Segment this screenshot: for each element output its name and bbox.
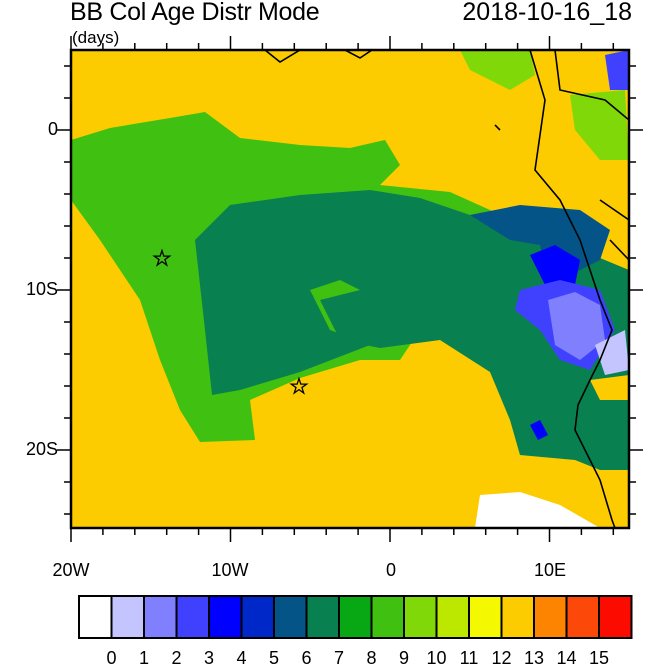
- colorbar-box: [305, 595, 340, 639]
- region-age-4-patch: [530, 420, 548, 440]
- lon-label-10e: 10E: [533, 560, 567, 580]
- colorbar-box: [273, 595, 308, 639]
- lon-label-0: 0: [385, 560, 396, 580]
- colorbar-box: [240, 595, 275, 639]
- colorbar-box: [533, 595, 568, 639]
- region-age-2: [548, 292, 605, 360]
- colorbar-box: [208, 595, 243, 639]
- colorbar-label: 5: [268, 648, 279, 668]
- map-frame: [69, 48, 631, 530]
- colorbar-label: 12: [491, 648, 512, 668]
- colorbar-box: [338, 595, 373, 639]
- units-label: (days): [72, 28, 120, 47]
- colorbar-box: [370, 595, 405, 639]
- colorbar-label: 6: [301, 648, 312, 668]
- colorbar: [78, 595, 633, 639]
- colorbar-label: 4: [236, 648, 247, 668]
- colorbar-label: 13: [523, 648, 545, 668]
- colorbar-box: [565, 595, 600, 639]
- region-age-7: [195, 190, 629, 470]
- colorbar-box: [435, 595, 470, 639]
- colorbar-box: [78, 595, 113, 639]
- colorbar-label: 3: [203, 648, 214, 668]
- lat-label-0: 0: [47, 119, 58, 139]
- region-age-1: [595, 330, 629, 375]
- colorbar-label: 7: [333, 648, 344, 668]
- colorbar-label: 10: [426, 648, 447, 668]
- colorbar-label: 2: [171, 648, 182, 668]
- colorbar-label: 0: [106, 648, 117, 668]
- colorbar-box: [403, 595, 438, 639]
- colorbar-box: [468, 595, 503, 639]
- colorbar-box: [500, 595, 535, 639]
- colorbar-label: 9: [398, 648, 409, 668]
- region-age-4: [530, 245, 580, 285]
- colorbar-label: 11: [459, 648, 479, 668]
- region-age-13-inland: [590, 375, 629, 400]
- plot-datetime: 2018-10-16_18: [462, 0, 632, 26]
- axis-ticks: [57, 36, 643, 542]
- colorbar-box: [143, 595, 178, 639]
- colorbar-label: 8: [366, 648, 377, 668]
- colorbar-label: 1: [138, 648, 149, 668]
- lon-label-20w: 20W: [52, 560, 90, 580]
- star-marker-2: ★: [290, 376, 308, 398]
- plot-title: BB Col Age Distr Mode: [70, 0, 320, 26]
- colorbar-label: 14: [556, 648, 577, 668]
- region-age-0: [475, 492, 600, 528]
- region-age-2-top: [605, 50, 629, 90]
- colorbar-label: 15: [588, 648, 610, 668]
- colorbar-box: [598, 595, 633, 639]
- colorbar-box: [175, 595, 210, 639]
- colorbar-box: [110, 595, 145, 639]
- lon-label-10w: 10W: [211, 560, 249, 580]
- star-marker-1: ★: [153, 248, 171, 270]
- lat-label-20s: 20S: [25, 439, 58, 459]
- coastline: [264, 50, 629, 528]
- lat-label-10s: 10S: [25, 279, 58, 299]
- region-age-9-top: [460, 50, 535, 90]
